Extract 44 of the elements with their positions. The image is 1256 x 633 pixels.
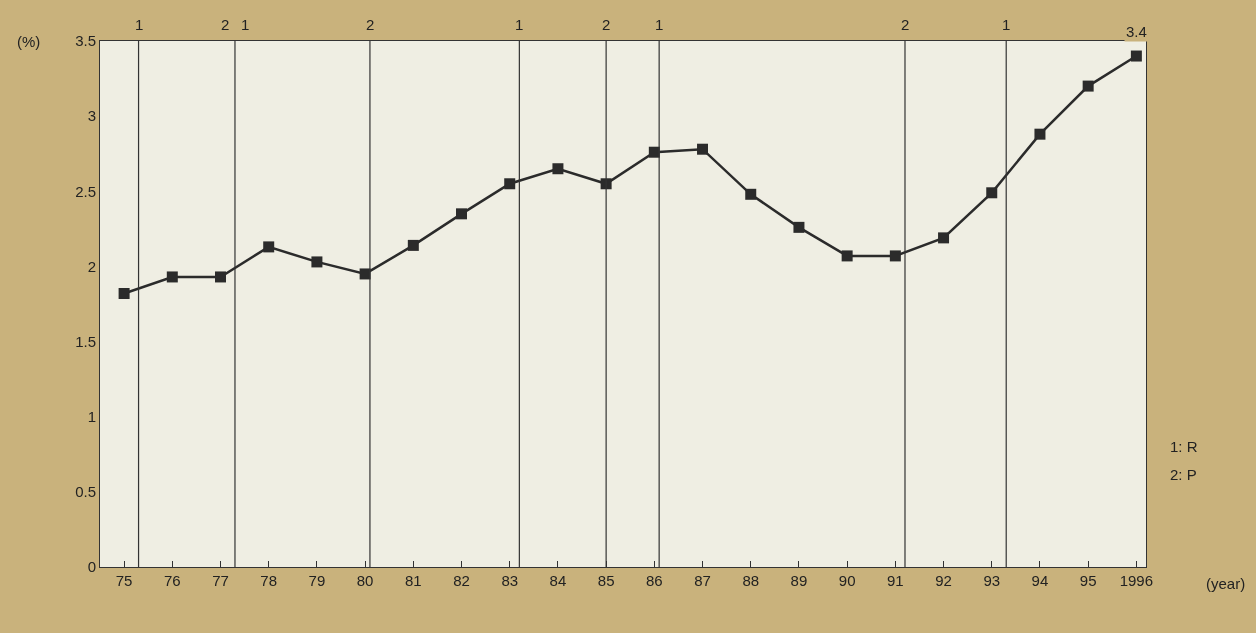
x-axis-title: (year) bbox=[1206, 575, 1246, 592]
x-tick-label: 75 bbox=[115, 572, 133, 589]
x-tick-label: 78 bbox=[260, 572, 278, 589]
annotation: 2 bbox=[602, 16, 611, 33]
x-tick-label: 89 bbox=[790, 572, 808, 589]
text: 1: R bbox=[1170, 438, 1198, 455]
annotation: 2 bbox=[901, 16, 910, 33]
x-tick-label: 1996 bbox=[1119, 572, 1154, 589]
x-tick-label: 88 bbox=[742, 572, 760, 589]
annotation: 1 bbox=[241, 16, 250, 33]
annotation: 1 bbox=[655, 16, 664, 33]
annotation: 1 bbox=[1002, 16, 1011, 33]
x-tick-label: 94 bbox=[1031, 572, 1049, 589]
x-tick-label: 92 bbox=[935, 572, 952, 589]
x-tick-label: 90 bbox=[838, 572, 856, 589]
data-label: 3.4 bbox=[1126, 23, 1147, 40]
x-tick-label: 95 bbox=[1079, 572, 1097, 589]
x-tick-label: 83 bbox=[501, 572, 519, 589]
annotation: 1 bbox=[135, 16, 144, 33]
y-tick-label: 2 bbox=[87, 257, 96, 275]
y-tick-label: 0.5 bbox=[75, 483, 96, 501]
annotation: 2 bbox=[221, 16, 230, 33]
y-tick-label: 1 bbox=[87, 407, 96, 425]
x-tick-label: 77 bbox=[212, 572, 229, 589]
y-tick-label: 1.5 bbox=[75, 332, 96, 350]
x-tick-label: 87 bbox=[694, 572, 711, 589]
x-tick-label: 84 bbox=[549, 572, 567, 589]
y-tick-label: 3.5 bbox=[75, 32, 96, 50]
x-tick-label: 81 bbox=[404, 572, 422, 589]
x-tick-label: 85 bbox=[597, 572, 615, 589]
y-axis-title: (%) bbox=[17, 33, 41, 50]
text: 2: P bbox=[1170, 466, 1197, 483]
x-tick-label: 79 bbox=[308, 572, 326, 589]
x-tick-label: 82 bbox=[453, 572, 470, 589]
x-tick-label: 91 bbox=[887, 572, 904, 589]
x-tick-label: 86 bbox=[645, 572, 663, 589]
x-tick-label: 76 bbox=[163, 572, 181, 589]
x-tick-label: 93 bbox=[983, 572, 1001, 589]
y-tick-label: 2.5 bbox=[75, 182, 96, 200]
y-tick-label: 3 bbox=[87, 107, 96, 125]
annotation: 1 bbox=[515, 16, 524, 33]
annotation: 2 bbox=[366, 16, 375, 33]
x-tick-label: 80 bbox=[356, 572, 374, 589]
y-tick-label: 0 bbox=[87, 558, 96, 576]
